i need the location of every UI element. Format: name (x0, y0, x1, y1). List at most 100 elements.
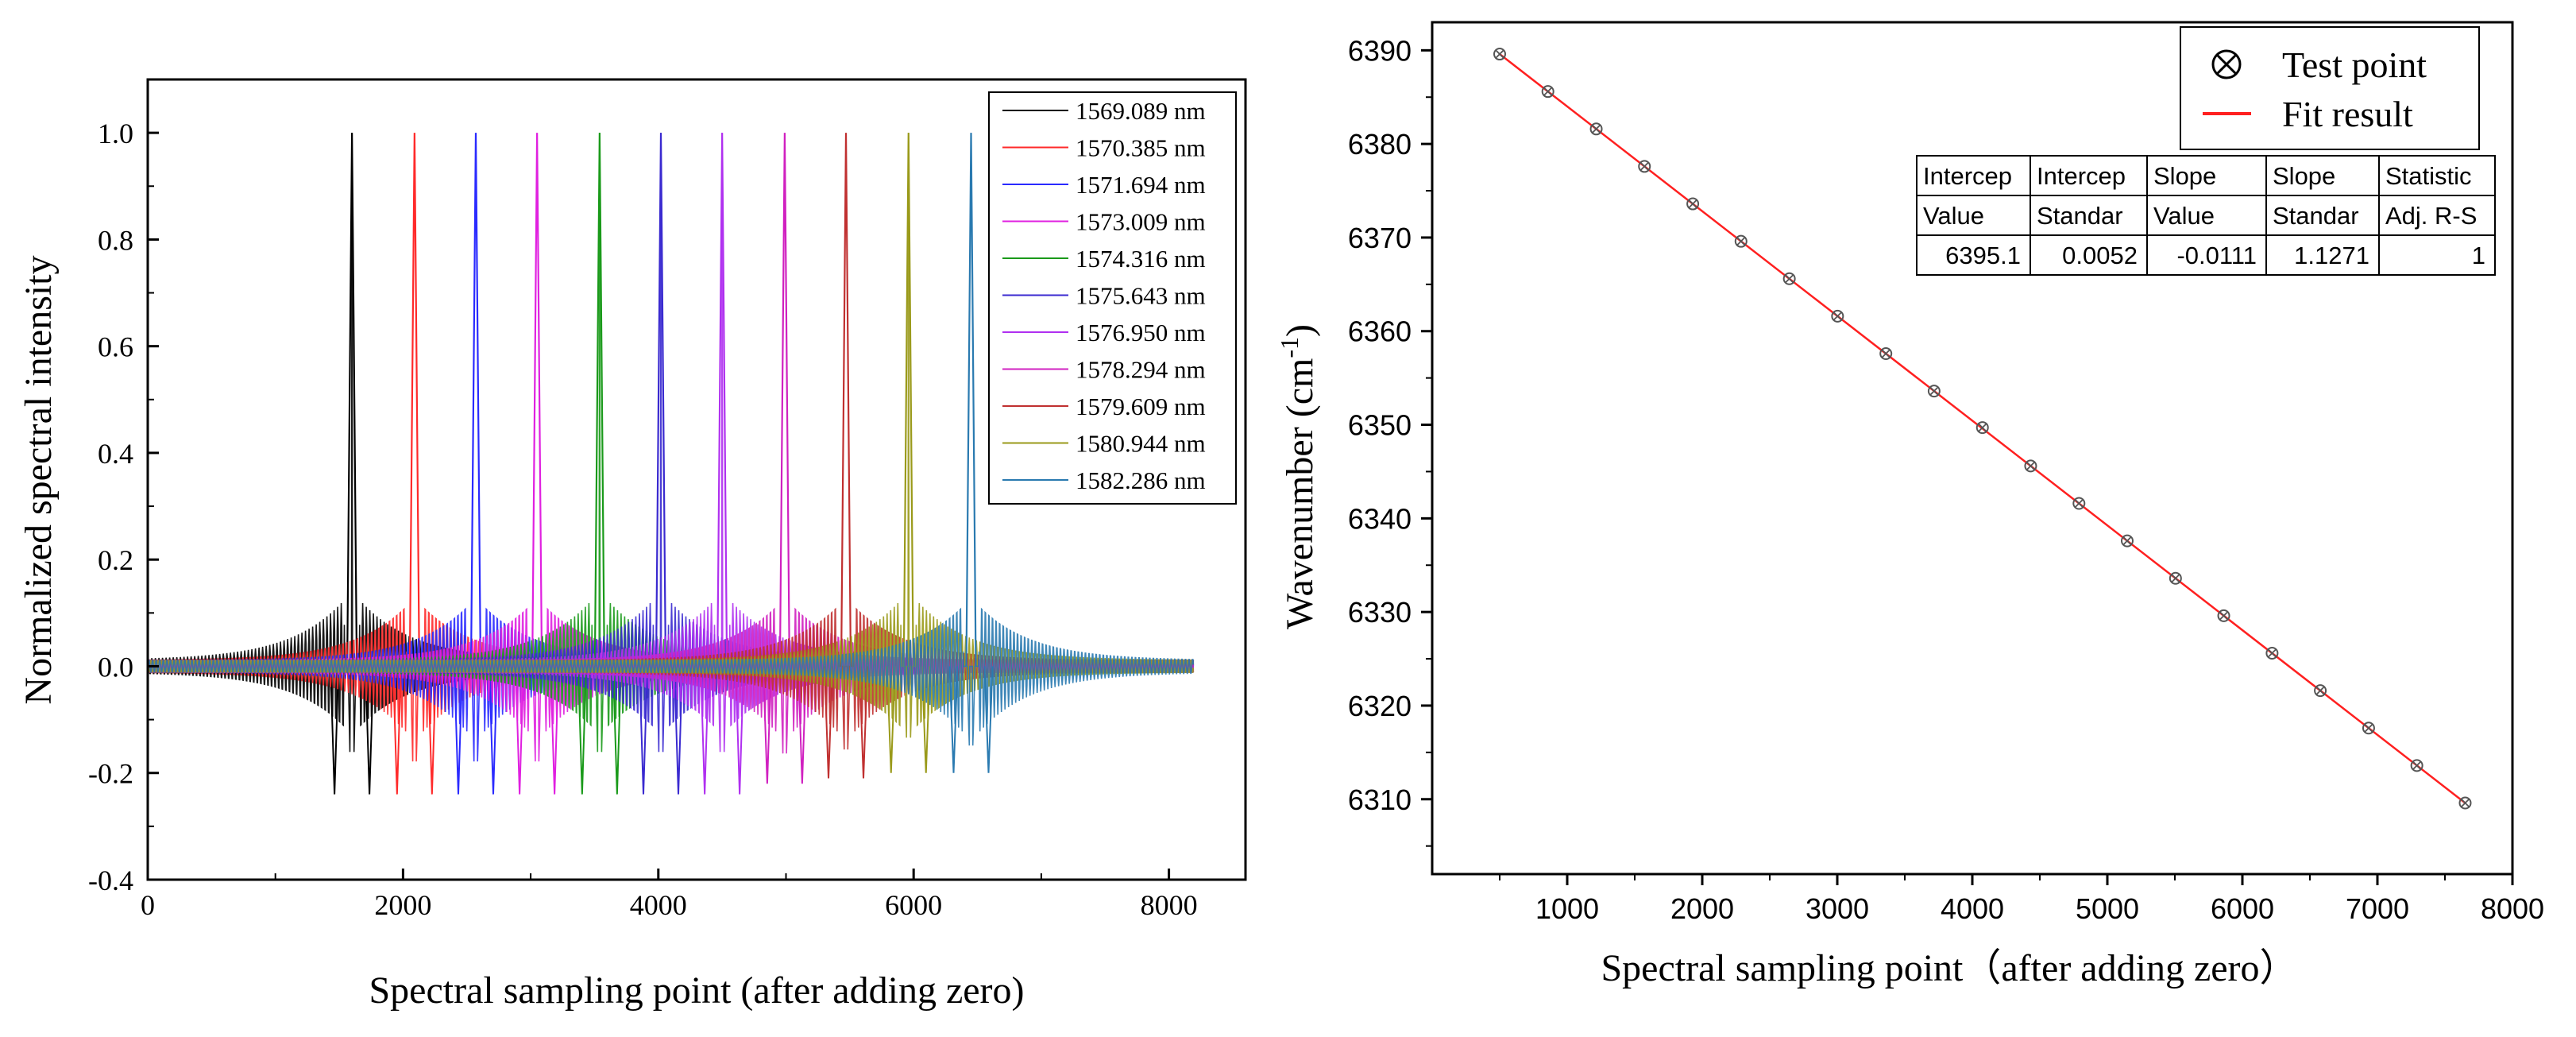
test-point-legend-marker (2211, 49, 2242, 79)
y-tick-label: 6320 (1348, 690, 1412, 722)
test-point (2169, 571, 2182, 585)
spectrum-trace (147, 133, 1195, 738)
table-cell: 6395.1 (1945, 242, 2021, 269)
legend-entry: 1579.609 nm (1076, 393, 1206, 420)
calibration-y-axis: 6310 6320 6330 6340 6350 6360 6370 6380 6390 (1348, 34, 1432, 847)
test-point (1686, 197, 1700, 211)
spectrum-trough (735, 666, 745, 795)
test-point (2217, 609, 2230, 622)
table-cell: Value (2153, 202, 2215, 230)
legend-entry: 1580.944 nm (1076, 430, 1206, 458)
spectrum-chart: 0 2000 4000 6000 8000 -0.4 -0.2 0.0 0.2 0.4 0.6 0.… (17, 78, 1247, 1012)
spectrum-peak (346, 133, 358, 667)
spectrum-x-axis: 0 2000 4000 6000 8000 (141, 869, 1198, 921)
spectrum-plot-frame (146, 78, 1247, 881)
test-point (2314, 684, 2327, 698)
test-points (1493, 48, 2472, 810)
spectrum-peak (408, 133, 420, 667)
y-tick-label: 0.0 (98, 651, 133, 683)
legend-entry: 1570.385 nm (1076, 134, 1206, 162)
x-tick-label: 4000 (1941, 892, 2004, 925)
calibration-legend-box (2180, 26, 2480, 150)
x-tick-label: 0 (141, 889, 155, 921)
table-cell: Intercep (2037, 162, 2126, 190)
x-tick-label: 8000 (1141, 889, 1198, 921)
spectrum-trough (921, 666, 931, 773)
legend-entry: 1582.286 nm (1076, 466, 1206, 494)
spectrum-peak (778, 133, 790, 667)
test-point (1879, 347, 1893, 361)
table-frame (1916, 155, 2496, 276)
y-label-tail: ) (1279, 324, 1321, 337)
test-point (1638, 160, 1651, 173)
legend-entry: 1569.089 nm (1076, 97, 1206, 125)
table-cell: Standar (2273, 202, 2359, 230)
spectrum-legend: 1569.089 nm 1570.385 nm 1571.694 nm 1573.00… (988, 91, 1237, 505)
spectrum-peak (593, 133, 605, 667)
y-tick-label: 6310 (1348, 784, 1412, 816)
calibration-x-axis: 1000 2000 3000 4000 5000 6000 7000 8000 (1499, 874, 2544, 925)
spectrum-trough (577, 666, 587, 795)
legend-entry: 1578.294 nm (1076, 356, 1206, 384)
table-cell: Statistic (2385, 162, 2472, 190)
y-tick-label: 6360 (1348, 315, 1412, 348)
y-label-main: Wavenumber (cm (1279, 358, 1321, 629)
spectrum-trough (948, 666, 959, 773)
spectrum-trough (700, 666, 710, 795)
y-label-superscript: -1 (1275, 337, 1303, 358)
legend-entry: 1575.643 nm (1076, 282, 1206, 310)
spectrum-trough (983, 666, 994, 773)
spectrum-trough (612, 666, 622, 795)
x-tick-label: 5000 (2076, 892, 2139, 925)
spectrum-x-axis-label: Spectral sampling point (after adding ze… (369, 969, 1024, 1012)
test-point (1541, 85, 1554, 99)
spectrum-trough (365, 666, 375, 795)
legend-entry: 1574.316 nm (1076, 245, 1206, 273)
y-tick-label: 6380 (1348, 128, 1412, 161)
test-point (1975, 421, 1989, 435)
y-tick-label: 6350 (1348, 409, 1412, 442)
y-tick-label: 6340 (1348, 502, 1412, 535)
y-tick-label: 1.0 (98, 118, 133, 149)
test-point (2410, 759, 2423, 772)
spectrum-trace (147, 607, 1195, 746)
spectrum-peak (655, 133, 667, 667)
y-tick-label: 6390 (1348, 34, 1412, 67)
test-point (1927, 385, 1941, 398)
y-tick-label: 0.2 (98, 544, 133, 576)
spectrum-trough (550, 666, 560, 795)
table-row: Intercep Intercep Slope Slope Statistic (1923, 162, 2472, 190)
table-cell: Adj. R-S (2385, 202, 2477, 230)
table-cell: 1.1271 (2294, 242, 2369, 269)
spectrum-legend-box (988, 91, 1237, 505)
legend-entry: 1571.694 nm (1076, 171, 1206, 199)
y-tick-label: 6370 (1348, 222, 1412, 254)
spectrum-trough (886, 666, 896, 773)
table-cell: Slope (2273, 162, 2335, 190)
table-cell: Slope (2153, 162, 2216, 190)
fit-result-legend-label: Fit result (2282, 94, 2413, 134)
spectrum-peak (531, 133, 543, 667)
x-tick-label: 6000 (885, 889, 942, 921)
calibration-x-axis-label: Spectral sampling point（after adding zer… (1601, 947, 2297, 989)
y-tick-label: 0.8 (98, 224, 133, 256)
fit-result-table: Intercep Intercep Slope Slope Statistic Value… (1916, 155, 2496, 276)
legend-entry: 1576.950 nm (1076, 319, 1206, 346)
test-point (1831, 309, 1844, 323)
test-point (2024, 459, 2037, 473)
spectrum-peak (965, 133, 977, 667)
y-tick-label: -0.2 (88, 758, 133, 790)
test-point (2120, 534, 2134, 548)
y-tick-label: 0.6 (98, 331, 133, 363)
legend-entry: 1573.009 nm (1076, 208, 1206, 236)
spectrum-trough (859, 666, 869, 779)
y-tick-label: -0.4 (88, 865, 133, 896)
x-tick-label: 2000 (1670, 892, 1734, 925)
calibration-chart: 1000 2000 3000 4000 5000 6000 7000 8000 6310 632… (1275, 21, 2544, 989)
test-point (2362, 722, 2375, 735)
table-cell: Value (1923, 202, 1984, 230)
spectrum-peak (469, 133, 482, 667)
x-tick-label: 3000 (1806, 892, 1869, 925)
test-point (1589, 122, 1603, 136)
